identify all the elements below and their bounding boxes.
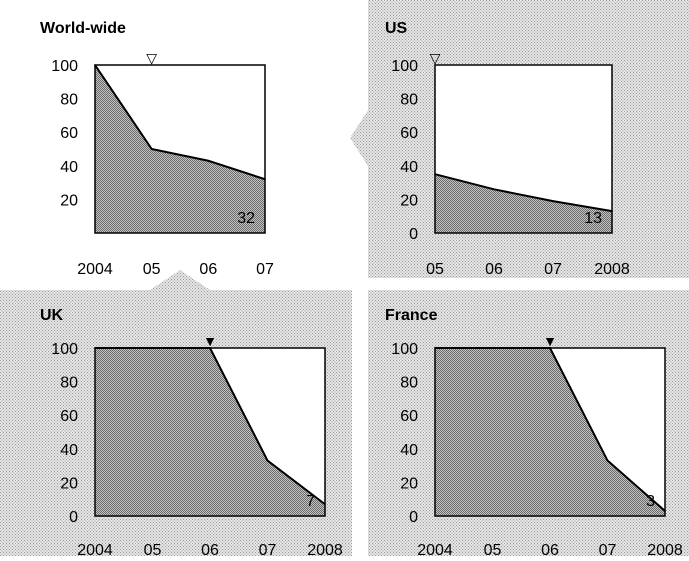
y-tick-label: 0 <box>409 226 418 243</box>
y-tick-label: 100 <box>391 58 418 75</box>
data-point <box>207 159 210 162</box>
data-point <box>552 200 554 202</box>
x-tick-label: 2004 <box>417 542 453 556</box>
x-tick-label: 2004 <box>77 542 113 556</box>
data-line <box>94 64 266 181</box>
y-tick-label: 0 <box>69 509 78 526</box>
y-tick-label: 80 <box>400 92 418 109</box>
x-tick-label: 2008 <box>594 261 630 278</box>
chart-title: UK <box>40 307 64 324</box>
y-tick-label: 20 <box>400 192 418 209</box>
data-point <box>150 148 153 150</box>
x-tick-label: 06 <box>199 261 217 278</box>
x-tick-label: 07 <box>599 542 617 556</box>
plot-frame <box>434 64 613 234</box>
marker-triangle: ▽ <box>146 50 157 66</box>
chart-uk: UK 0 20 40 60 80 100 2004 05 06 07 2008 7 ▼ <box>40 307 343 559</box>
data-point <box>606 459 609 462</box>
y-tick-label: 100 <box>51 58 78 75</box>
area-fill <box>95 348 325 516</box>
x-tick-label: 06 <box>541 542 559 556</box>
callout-us <box>350 110 368 166</box>
y-tick-label: 0 <box>409 509 418 526</box>
end-value-label: 7 <box>306 493 315 510</box>
end-value-label: 13 <box>584 210 602 227</box>
x-tick-label: 2004 <box>77 261 113 278</box>
y-tick-label: 40 <box>60 442 78 459</box>
y-tick-label: 100 <box>391 341 418 358</box>
marker-triangle: ▼ <box>203 333 217 349</box>
chart-france: France 0 20 40 60 80 100 2004 05 06 07 2008 3 ▼ <box>385 307 683 559</box>
y-tick-label: 20 <box>60 192 78 209</box>
marker-triangle: ▼ <box>543 333 557 349</box>
y-tick-label: 20 <box>60 475 78 492</box>
chart-us: US 0 20 40 60 80 100 05 06 07 2008 13 ▽ <box>385 20 630 278</box>
data-point <box>493 188 495 191</box>
marker-triangle: ▽ <box>430 50 441 66</box>
chart-title: World-wide <box>40 20 126 37</box>
x-tick-label: 06 <box>201 542 219 556</box>
area-fill <box>435 174 612 233</box>
y-tick-label: 80 <box>60 92 78 109</box>
chart-title: France <box>385 307 438 324</box>
x-tick-label: 2008 <box>307 542 343 556</box>
area-fill <box>435 348 665 516</box>
y-tick-label: 80 <box>400 375 418 392</box>
x-tick-label: 06 <box>485 261 503 278</box>
x-tick-label: 05 <box>144 542 162 556</box>
x-tick-label: 07 <box>544 261 562 278</box>
plot-frame <box>94 347 326 517</box>
y-tick-label: 60 <box>400 125 418 142</box>
y-tick-label: 60 <box>60 408 78 425</box>
y-tick-label: 60 <box>60 125 78 142</box>
x-tick-label: 07 <box>256 261 274 278</box>
plot-frame <box>434 347 666 517</box>
end-value-label: 32 <box>237 210 255 227</box>
y-tick-label: 40 <box>400 442 418 459</box>
end-value-label: 3 <box>646 493 655 510</box>
x-tick-label: 05 <box>484 542 502 556</box>
plot-frame <box>94 64 266 234</box>
x-tick-label: 05 <box>143 261 161 278</box>
x-tick-label: 2008 <box>647 542 683 556</box>
y-tick-label: 40 <box>60 159 78 176</box>
chart-worldwide: World-wide 20 40 60 80 100 2004 05 06 07 32 ▽ <box>40 20 274 278</box>
data-point <box>266 459 269 462</box>
x-tick-label: 05 <box>426 261 444 278</box>
y-tick-label: 80 <box>60 375 78 392</box>
y-tick-label: 100 <box>51 341 78 358</box>
y-tick-label: 40 <box>400 159 418 176</box>
area-fill <box>95 65 265 233</box>
data-line <box>434 173 613 213</box>
y-tick-label: 60 <box>400 408 418 425</box>
chart-title: US <box>385 20 408 37</box>
callout-uk <box>150 270 210 290</box>
x-tick-label: 07 <box>259 542 277 556</box>
y-tick-label: 20 <box>400 475 418 492</box>
